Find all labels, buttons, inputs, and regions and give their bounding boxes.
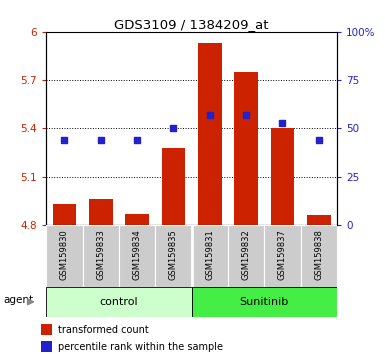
Bar (192, 225, 228, 287)
Bar (192, 287, 337, 317)
Point (134, 137, 140, 143)
Bar (301, 225, 337, 287)
Text: GSM159832: GSM159832 (241, 229, 251, 280)
Bar (53, 204, 76, 225)
Text: GSM159835: GSM159835 (169, 229, 178, 280)
Point (170, 125, 176, 131)
Text: percentile rank within the sample: percentile rank within the sample (58, 342, 223, 352)
Bar (42, 324, 52, 335)
Text: agent: agent (4, 295, 34, 305)
Bar (89, 199, 112, 225)
Bar (198, 43, 221, 225)
Bar (46, 225, 82, 287)
Title: GDS3109 / 1384209_at: GDS3109 / 1384209_at (114, 18, 269, 31)
Text: Sunitinib: Sunitinib (239, 297, 289, 307)
Point (207, 112, 213, 118)
Point (61, 137, 67, 143)
Bar (125, 213, 149, 225)
Bar (264, 225, 301, 287)
Text: GSM159837: GSM159837 (278, 229, 287, 280)
Bar (155, 225, 192, 287)
Point (98, 137, 104, 143)
Text: transformed count: transformed count (58, 325, 149, 335)
Point (279, 120, 285, 125)
Bar (271, 128, 294, 225)
Bar (234, 72, 258, 225)
Text: GSM159833: GSM159833 (96, 229, 105, 280)
Bar (82, 225, 119, 287)
Point (243, 112, 249, 118)
Text: GSM159838: GSM159838 (314, 229, 323, 280)
Bar (119, 225, 155, 287)
Bar (42, 341, 52, 352)
Bar (307, 215, 330, 225)
Bar (46, 287, 192, 317)
Bar (228, 225, 264, 287)
Text: GSM159831: GSM159831 (205, 229, 214, 280)
Text: control: control (100, 297, 138, 307)
Point (316, 137, 322, 143)
Text: GSM159834: GSM159834 (132, 229, 142, 280)
Text: GSM159830: GSM159830 (60, 229, 69, 280)
Bar (162, 148, 185, 225)
